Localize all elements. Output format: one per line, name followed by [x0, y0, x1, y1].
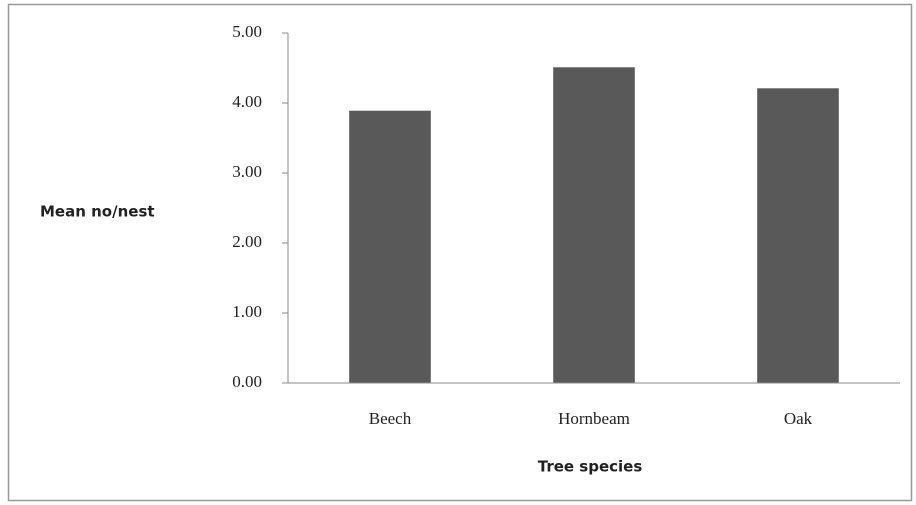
y-tick-label: 5.00	[232, 22, 262, 41]
y-tick-label: 2.00	[232, 232, 262, 251]
y-axis-title: Mean no/nest	[40, 203, 155, 221]
y-tick-label: 3.00	[232, 162, 262, 181]
x-axis-title: Tree species	[538, 458, 643, 476]
bar	[349, 110, 431, 383]
y-tick-label: 4.00	[232, 92, 262, 111]
bar	[757, 88, 839, 384]
x-tick-label: Hornbeam	[558, 409, 630, 428]
y-tick-label: 0.00	[232, 372, 262, 391]
x-tick-label: Beech	[369, 409, 412, 428]
bar	[553, 67, 635, 384]
x-tick-label: Oak	[784, 409, 813, 428]
y-tick-label: 1.00	[232, 302, 262, 321]
